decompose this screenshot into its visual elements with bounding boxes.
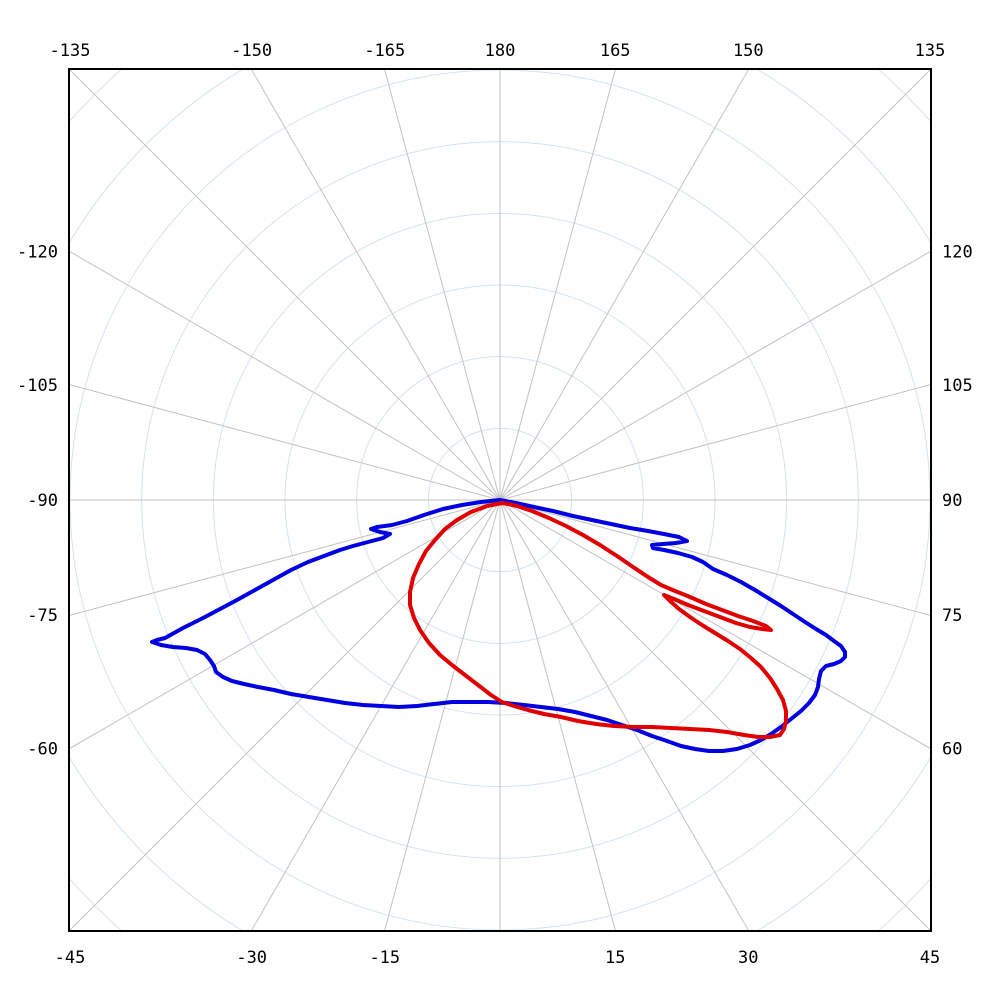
grid-ray <box>251 499 501 930</box>
grid-ray <box>499 70 616 501</box>
series-pattern-blue <box>150 498 847 753</box>
angle-label: -15 <box>369 948 400 968</box>
grid-ray <box>499 70 749 501</box>
grid-ray <box>499 499 749 930</box>
grid-ray <box>499 499 616 930</box>
angle-label: 45 <box>920 948 940 968</box>
series-curves <box>150 498 847 753</box>
grid-ray <box>70 251 501 501</box>
angle-label: -135 <box>50 41 91 61</box>
angle-label: 75 <box>942 606 962 626</box>
grid-ray <box>70 384 501 501</box>
grid-ray <box>384 70 501 501</box>
grid-ray <box>499 499 930 930</box>
angle-label: 60 <box>942 739 962 759</box>
grid-ray <box>499 499 930 616</box>
grid-ray <box>499 251 930 501</box>
grid-ray <box>70 499 501 930</box>
angle-label: -105 <box>17 376 58 396</box>
angle-label: 135 <box>915 41 946 61</box>
grid-ray <box>384 499 501 930</box>
angle-label: 180 <box>485 41 516 61</box>
angle-label: 90 <box>942 491 962 511</box>
angle-label: 105 <box>942 376 973 396</box>
angle-label: -75 <box>27 606 58 626</box>
angle-label: 30 <box>738 948 758 968</box>
angle-label: 120 <box>942 243 973 263</box>
angle-label: -30 <box>236 948 267 968</box>
plot-frame <box>68 68 932 932</box>
angle-label: -120 <box>17 243 58 263</box>
grid-ray <box>70 70 501 501</box>
angle-label: -60 <box>27 739 58 759</box>
angle-labels: -135 -150 -165 180 165 150 135 120 105 90 75 60 45 30… <box>17 41 973 968</box>
series-pattern-red <box>408 501 788 739</box>
angle-label: -45 <box>55 948 86 968</box>
angle-label: 165 <box>600 41 631 61</box>
angle-label: -165 <box>364 41 405 61</box>
angle-label: 15 <box>605 948 625 968</box>
grid-ray <box>499 384 930 501</box>
grid-ray <box>251 70 501 501</box>
angle-label: -150 <box>231 41 272 61</box>
grid-ray <box>70 499 501 616</box>
angle-label: -90 <box>27 491 58 511</box>
grid-ray <box>70 499 501 749</box>
grid-ray <box>499 70 930 501</box>
angle-label: 150 <box>733 41 764 61</box>
